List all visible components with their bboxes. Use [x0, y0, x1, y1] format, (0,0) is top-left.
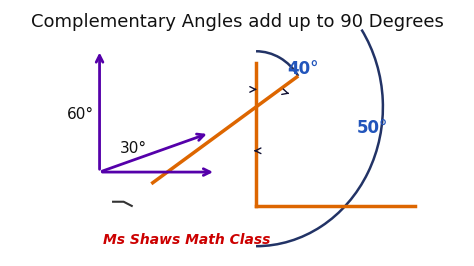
Text: 30°: 30° [120, 141, 147, 156]
Text: 50°: 50° [356, 119, 388, 137]
Text: Ms Shaws Math Class: Ms Shaws Math Class [102, 233, 270, 247]
Text: 60°: 60° [67, 107, 94, 122]
Text: Complementary Angles add up to 90 Degrees: Complementary Angles add up to 90 Degree… [30, 13, 444, 31]
Text: 40°: 40° [287, 60, 319, 78]
